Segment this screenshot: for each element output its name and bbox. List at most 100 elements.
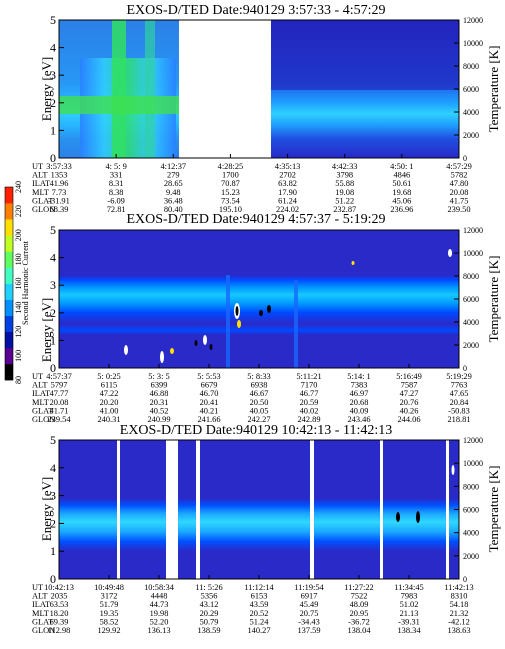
orbit-cell: 5:19:29 <box>446 372 472 381</box>
y-tick-label: 4 <box>50 41 56 55</box>
panel1-data-gap <box>179 20 271 158</box>
orbit-cell: 40.02 <box>300 406 319 415</box>
colorbar-swatch <box>5 251 13 268</box>
orbit-cell: 244.06 <box>397 415 420 424</box>
colorbar-tick-label: 240 <box>14 181 23 193</box>
panel2-blob <box>235 306 239 316</box>
orbit-row-label: MLT <box>32 398 49 407</box>
orbit-cell: 7170 <box>301 381 318 390</box>
orbit-cell: 47.27 <box>400 389 419 398</box>
orbit-cell: 28.65 <box>164 179 183 188</box>
y-tick-label: 3 <box>50 68 56 82</box>
orbit-cell: 36.48 <box>164 196 183 205</box>
panel2-blob <box>194 340 198 346</box>
y-tick-label: 3 <box>50 489 56 503</box>
orbit-cell: 45.49 <box>300 600 319 609</box>
orbit-cell: 40.21 <box>200 406 219 415</box>
y-tick-label: 5 <box>50 13 56 27</box>
orbit-cell: 232.87 <box>333 205 356 214</box>
colorbar-swatch <box>5 363 13 381</box>
y-tick-label: 1 <box>50 123 56 137</box>
orbit-cell: 3172 <box>101 592 118 601</box>
colorbar: 80 100 120 140 160 180 200 220 240 <box>4 181 23 384</box>
colorbar-label: Second Harmonic Current <box>21 240 30 325</box>
y-tick-label: 2 <box>50 306 56 320</box>
panel3-background <box>59 440 459 579</box>
orbit-cell: 45.06 <box>392 196 411 205</box>
orbit-cell: 2035 <box>51 592 68 601</box>
panel2-y-axis: 0 1 2 3 4 5 <box>50 223 64 375</box>
orbit-cell: 4:50: 1 <box>390 162 414 171</box>
orbit-cell: 140.27 <box>247 626 270 635</box>
orbit-cell: 21.32 <box>450 609 469 618</box>
panel2-blob <box>209 344 213 350</box>
orbit-cell: 44.73 <box>150 600 169 609</box>
orbit-cell: 224.02 <box>276 205 299 214</box>
orbit-cell: 239.50 <box>447 205 470 214</box>
orbit-cell: 7.73 <box>52 188 67 197</box>
panel3-title: EXOS-D/TED Date:940129 10:42:13 - 11:42:… <box>120 423 392 438</box>
orbit-cell: 15.23 <box>221 188 240 197</box>
orbit-cell: 1353 <box>51 171 68 180</box>
panel1-y2-axis: 0 2000 4000 6000 8000 10000 12000 <box>454 16 483 163</box>
y-tick-label: 3 <box>50 278 56 292</box>
orbit-cell: 20.31 <box>150 398 169 407</box>
y2-tick-label: 2000 <box>463 552 479 561</box>
orbit-cell: 4:28:25 <box>218 162 244 171</box>
orbit-cell: 10:42:13 <box>44 583 74 592</box>
orbit-row-label: ALT <box>32 171 48 180</box>
orbit-cell: 19.08 <box>335 188 354 197</box>
orbit-cell: 40.26 <box>400 406 419 415</box>
y2-tick-label: 2000 <box>463 341 479 350</box>
y-tick-label: 0 <box>50 361 56 375</box>
orbit-cell: 8310 <box>451 592 468 601</box>
orbit-cell: 47.65 <box>450 389 469 398</box>
panel1-green-column <box>112 20 126 158</box>
y-tick-label: 5 <box>50 433 56 447</box>
orbit-cell: 240.99 <box>147 415 170 424</box>
orbit-cell: 20.29 <box>200 609 219 618</box>
colorbar-tick-label: 180 <box>14 253 23 265</box>
panel3-gap <box>166 440 178 579</box>
colorbar-swatch <box>5 347 13 365</box>
colorbar-swatch <box>5 219 13 236</box>
colorbar-swatch <box>5 187 13 204</box>
orbit-row-label: ILAT <box>32 389 50 398</box>
orbit-cell: 5: 8:33 <box>247 372 271 381</box>
y2-tick-label: 8000 <box>463 482 479 491</box>
orbit-cell: 7763 <box>451 381 468 390</box>
orbit-row-label: GLON <box>32 415 55 424</box>
panel3-gap <box>380 440 383 579</box>
y-tick-label: 5 <box>50 223 56 237</box>
panel2-blob <box>170 348 174 354</box>
orbit-cell: 72.81 <box>107 205 126 214</box>
orbit-cell: 4:42:33 <box>332 162 358 171</box>
y2-tick-label: 6000 <box>463 295 479 304</box>
orbit-cell: 6115 <box>101 381 117 390</box>
orbit-cell: 242.89 <box>297 415 320 424</box>
panel2-blob <box>267 305 271 313</box>
colorbar-tick-label: 220 <box>14 205 23 217</box>
orbit-cell: 6917 <box>301 592 318 601</box>
orbit-cell: 11:42:13 <box>444 583 473 592</box>
orbit-cell: 10:58:34 <box>144 583 175 592</box>
orbit-cell: 2702 <box>279 171 296 180</box>
orbit-cell: -50.83 <box>448 406 470 415</box>
y2-tick-label: 0 <box>463 154 467 163</box>
y2-tick-label: 10000 <box>463 459 483 468</box>
panel2-blob <box>259 310 263 316</box>
orbit-cell: 4:12:37 <box>160 162 186 171</box>
orbit-cell: 242.27 <box>247 415 270 424</box>
orbit-cell: 47.77 <box>50 389 69 398</box>
panel2-title: EXOS-D/TED Date:940129 4:57:37 - 5:19:29 <box>127 212 386 227</box>
colorbar-frame <box>4 186 14 381</box>
panel3-gap <box>446 440 449 579</box>
panel1-green-row <box>59 96 179 114</box>
colorbar-swatch <box>5 315 13 333</box>
orbit-cell: 3:57:33 <box>46 162 72 171</box>
panel3-gap <box>310 440 314 579</box>
orbit-cell: 11:19:54 <box>294 583 324 592</box>
orbit-cell: 52.20 <box>150 617 169 626</box>
y2-tick-label: 10000 <box>463 249 483 258</box>
